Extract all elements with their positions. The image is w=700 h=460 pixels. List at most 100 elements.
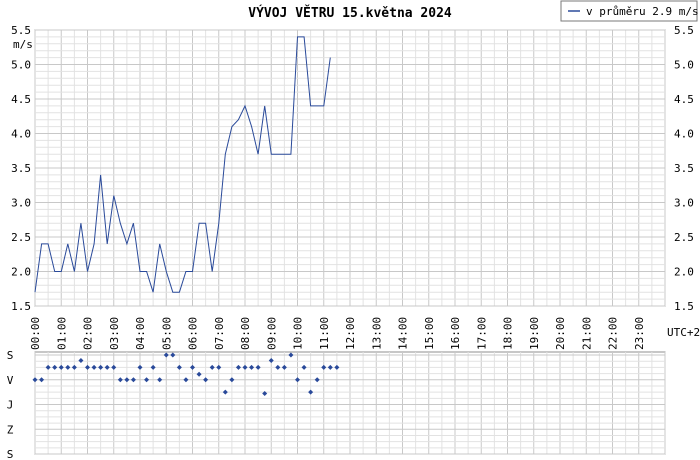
direction-point <box>124 377 130 383</box>
direction-point <box>268 358 274 363</box>
direction-point <box>262 391 268 396</box>
direction-point <box>32 377 38 383</box>
x-tick-label: 10:00 <box>292 317 305 350</box>
x-tick-label: 03:00 <box>108 317 121 350</box>
direction-point <box>308 389 314 395</box>
x-tick-label: 11:00 <box>318 317 331 350</box>
direction-point <box>104 364 110 370</box>
direction-point <box>65 364 71 370</box>
direction-point <box>255 364 261 370</box>
x-tick-label: 13:00 <box>370 317 383 350</box>
x-tick-label: 12:00 <box>344 317 357 350</box>
legend-box <box>560 0 698 22</box>
direction-point <box>52 364 58 370</box>
speed-y-ticks-right: 1.5 2.0 2.5 3.0 3.5 4.0 4.5 5.0 5.5 <box>674 24 694 313</box>
y-tick-label: 4.5 <box>11 93 31 106</box>
direction-point <box>150 364 156 370</box>
y-tick-label: 1.5 <box>11 300 31 313</box>
direction-point <box>203 377 209 383</box>
direction-point <box>91 364 97 370</box>
y-tick-label-right: 2.5 <box>674 231 694 244</box>
dir-y-tick-label: V <box>7 374 14 387</box>
direction-point <box>144 377 150 383</box>
x-tick-label: 17:00 <box>475 317 488 350</box>
y-tick-label-right: 4.5 <box>674 93 694 106</box>
direction-point <box>78 358 84 363</box>
direction-point <box>327 364 333 370</box>
direction-point <box>163 352 169 358</box>
direction-point <box>196 371 202 377</box>
y-axis-label: m/s <box>13 38 33 51</box>
direction-point <box>157 377 163 383</box>
x-tick-label: 15:00 <box>423 317 436 350</box>
y-tick-label: 5.0 <box>11 59 31 72</box>
direction-point <box>183 377 189 383</box>
direction-point <box>45 364 51 370</box>
speed-grid <box>34 29 666 307</box>
x-tick-label: 09:00 <box>265 317 278 350</box>
speed-series-line <box>34 36 331 293</box>
direction-point <box>235 364 241 370</box>
x-tick-label: 22:00 <box>607 317 620 350</box>
direction-point <box>117 377 123 383</box>
x-tick-label: 00:00 <box>29 317 42 350</box>
y-tick-label-right: 3.5 <box>674 162 694 175</box>
direction-point <box>295 377 300 383</box>
y-tick-label-right: 4.0 <box>674 128 694 141</box>
y-tick-label-right: 2.0 <box>674 266 694 279</box>
dir-y-tick-label: S <box>7 349 14 362</box>
y-tick-label: 2.5 <box>11 231 31 244</box>
direction-point <box>170 352 176 358</box>
x-tick-label: 02:00 <box>82 317 95 350</box>
x-tick-label: 06:00 <box>187 317 200 350</box>
direction-point <box>242 364 248 370</box>
x-tick-label: 23:00 <box>633 317 646 350</box>
direction-point <box>209 364 215 370</box>
x-tick-label: 16:00 <box>449 317 462 350</box>
x-tick-label: 05:00 <box>160 317 173 350</box>
x-tick-label: 14:00 <box>397 317 410 350</box>
direction-point <box>222 389 228 395</box>
y-tick-label: 4.0 <box>11 128 31 141</box>
direction-point <box>275 364 281 370</box>
direction-point <box>98 364 104 370</box>
direction-point <box>314 377 320 383</box>
x-tick-label: 07:00 <box>213 317 226 350</box>
dir-y-tick-label: Z <box>7 423 14 436</box>
x-axis-label: UTC+2 <box>667 326 700 339</box>
x-tick-label: 21:00 <box>580 317 593 350</box>
x-tick-label: 18:00 <box>502 317 515 350</box>
speed-y-ticks-left: 1.5 2.0 2.5 3.0 3.5 4.0 4.5 5.0 5.5 <box>11 24 31 313</box>
direction-point <box>334 364 340 370</box>
y-tick-label-right: 1.5 <box>674 300 694 313</box>
direction-series <box>32 352 340 396</box>
x-tick-label: 08:00 <box>239 317 252 350</box>
direction-point <box>190 364 195 370</box>
y-tick-label: 2.0 <box>11 266 31 279</box>
legend-label: v průměru 2.9 m/s <box>586 5 699 18</box>
direction-point <box>111 364 117 370</box>
direction-point <box>58 364 64 370</box>
dir-y-tick-label: S <box>7 448 14 460</box>
x-tick-label: 01:00 <box>55 317 68 350</box>
speed-series <box>34 36 331 293</box>
x-tick-label: 20:00 <box>554 317 567 350</box>
direction-point <box>85 364 90 370</box>
x-tick-label: 04:00 <box>134 317 147 350</box>
y-tick-label: 5.5 <box>11 24 31 37</box>
direction-point <box>281 364 287 370</box>
direction-point <box>176 364 182 370</box>
x-tick-label: 19:00 <box>528 317 541 350</box>
direction-point <box>130 377 136 383</box>
y-tick-label-right: 5.5 <box>674 24 694 37</box>
legend: v průměru 2.9 m/s <box>560 0 699 22</box>
direction-point <box>71 364 77 370</box>
chart-title: VÝVOJ VĚTRU 15.května 2024 <box>248 5 452 21</box>
direction-point <box>288 352 294 358</box>
y-tick-label-right: 5.0 <box>674 59 694 72</box>
direction-point <box>216 364 222 370</box>
direction-point <box>39 377 45 383</box>
speed-x-ticks: 00:00 01:00 02:00 03:00 04:00 05:00 06:00 07:00… <box>29 317 646 350</box>
